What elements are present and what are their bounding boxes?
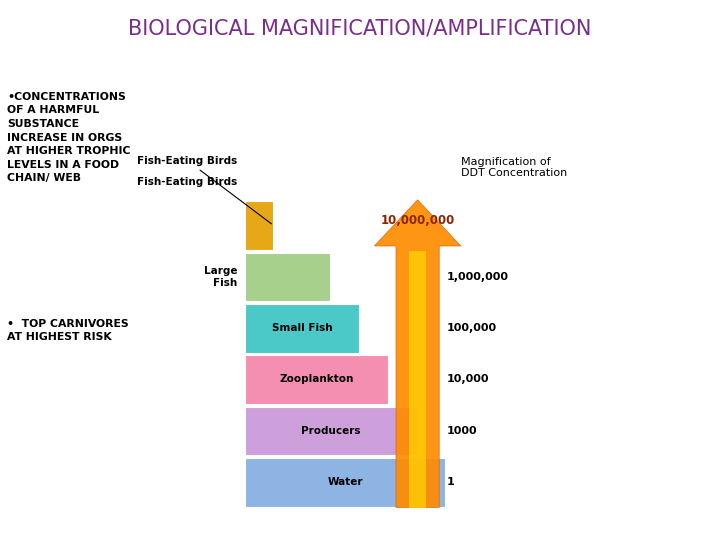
Text: 1: 1 xyxy=(446,477,454,487)
Text: •CONCENTRATIONS
OF A HARMFUL
SUBSTANCE
INCREASE IN ORGS
AT HIGHER TROPHIC
LEVELS: •CONCENTRATIONS OF A HARMFUL SUBSTANCE I… xyxy=(7,92,131,184)
Text: •  TOP CARNIVORES
AT HIGHEST RISK: • TOP CARNIVORES AT HIGHEST RISK xyxy=(7,319,129,342)
Bar xyxy=(245,407,418,456)
Text: 10,000,000: 10,000,000 xyxy=(380,214,455,227)
Text: Fish-Eating Birds: Fish-Eating Birds xyxy=(138,156,271,224)
Text: BIOLOGICAL MAGNIFICATION/AMPLIFICATION: BIOLOGICAL MAGNIFICATION/AMPLIFICATION xyxy=(128,19,592,39)
Bar xyxy=(245,304,360,354)
Text: Water: Water xyxy=(328,477,364,487)
Bar xyxy=(245,458,446,508)
Polygon shape xyxy=(409,251,426,508)
Text: 100,000: 100,000 xyxy=(446,323,497,333)
Polygon shape xyxy=(374,200,461,508)
Text: Small Fish: Small Fish xyxy=(272,323,333,333)
Text: 1000: 1000 xyxy=(446,426,477,436)
Text: Large
Fish: Large Fish xyxy=(204,266,238,288)
Bar xyxy=(245,201,274,251)
Text: Fish-Eating Birds: Fish-Eating Birds xyxy=(138,177,238,187)
Text: Producers: Producers xyxy=(302,426,361,436)
Text: 1,000,000: 1,000,000 xyxy=(446,272,508,282)
Bar xyxy=(245,253,331,302)
Bar xyxy=(245,355,389,405)
Text: Magnification of
DDT Concentration: Magnification of DDT Concentration xyxy=(461,157,567,178)
Text: Zooplankton: Zooplankton xyxy=(279,374,354,384)
Text: 10,000: 10,000 xyxy=(446,374,489,384)
